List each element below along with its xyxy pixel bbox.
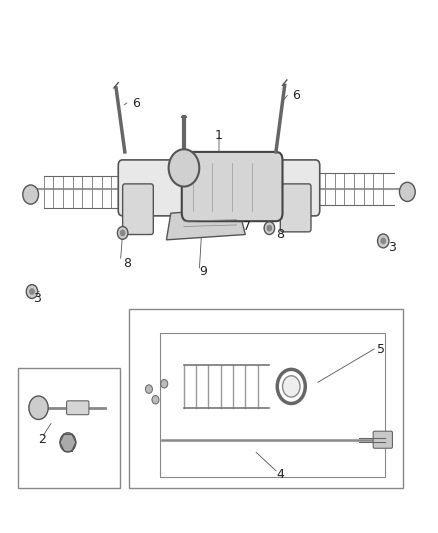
Circle shape xyxy=(120,230,125,236)
Text: 8: 8 xyxy=(123,257,131,270)
Circle shape xyxy=(152,395,159,404)
Circle shape xyxy=(145,385,152,393)
Circle shape xyxy=(399,182,415,201)
FancyBboxPatch shape xyxy=(67,401,89,415)
Circle shape xyxy=(29,396,48,419)
Circle shape xyxy=(264,222,275,235)
Circle shape xyxy=(161,379,168,388)
Text: 3: 3 xyxy=(33,292,41,305)
Text: 8: 8 xyxy=(276,228,284,241)
Circle shape xyxy=(117,227,128,239)
Text: 3: 3 xyxy=(388,241,396,254)
Text: 2: 2 xyxy=(38,433,46,446)
Text: 5: 5 xyxy=(377,343,385,356)
Text: 7: 7 xyxy=(244,220,251,233)
Circle shape xyxy=(60,433,76,452)
Circle shape xyxy=(30,289,34,294)
FancyBboxPatch shape xyxy=(280,184,311,232)
Circle shape xyxy=(23,185,39,204)
Text: 9: 9 xyxy=(200,265,208,278)
Text: 6: 6 xyxy=(132,98,140,110)
Circle shape xyxy=(381,238,385,244)
Bar xyxy=(18,368,120,488)
Text: 6: 6 xyxy=(292,90,300,102)
Bar xyxy=(160,333,385,477)
Circle shape xyxy=(267,225,272,231)
FancyBboxPatch shape xyxy=(373,431,392,448)
Circle shape xyxy=(26,285,38,298)
Polygon shape xyxy=(166,208,245,240)
Text: 4: 4 xyxy=(276,468,284,481)
Circle shape xyxy=(378,234,389,248)
FancyBboxPatch shape xyxy=(123,184,153,235)
Circle shape xyxy=(169,149,199,187)
Text: 1: 1 xyxy=(215,130,223,142)
Bar xyxy=(129,309,403,488)
Circle shape xyxy=(283,376,300,397)
FancyBboxPatch shape xyxy=(118,160,320,216)
FancyBboxPatch shape xyxy=(182,152,283,221)
